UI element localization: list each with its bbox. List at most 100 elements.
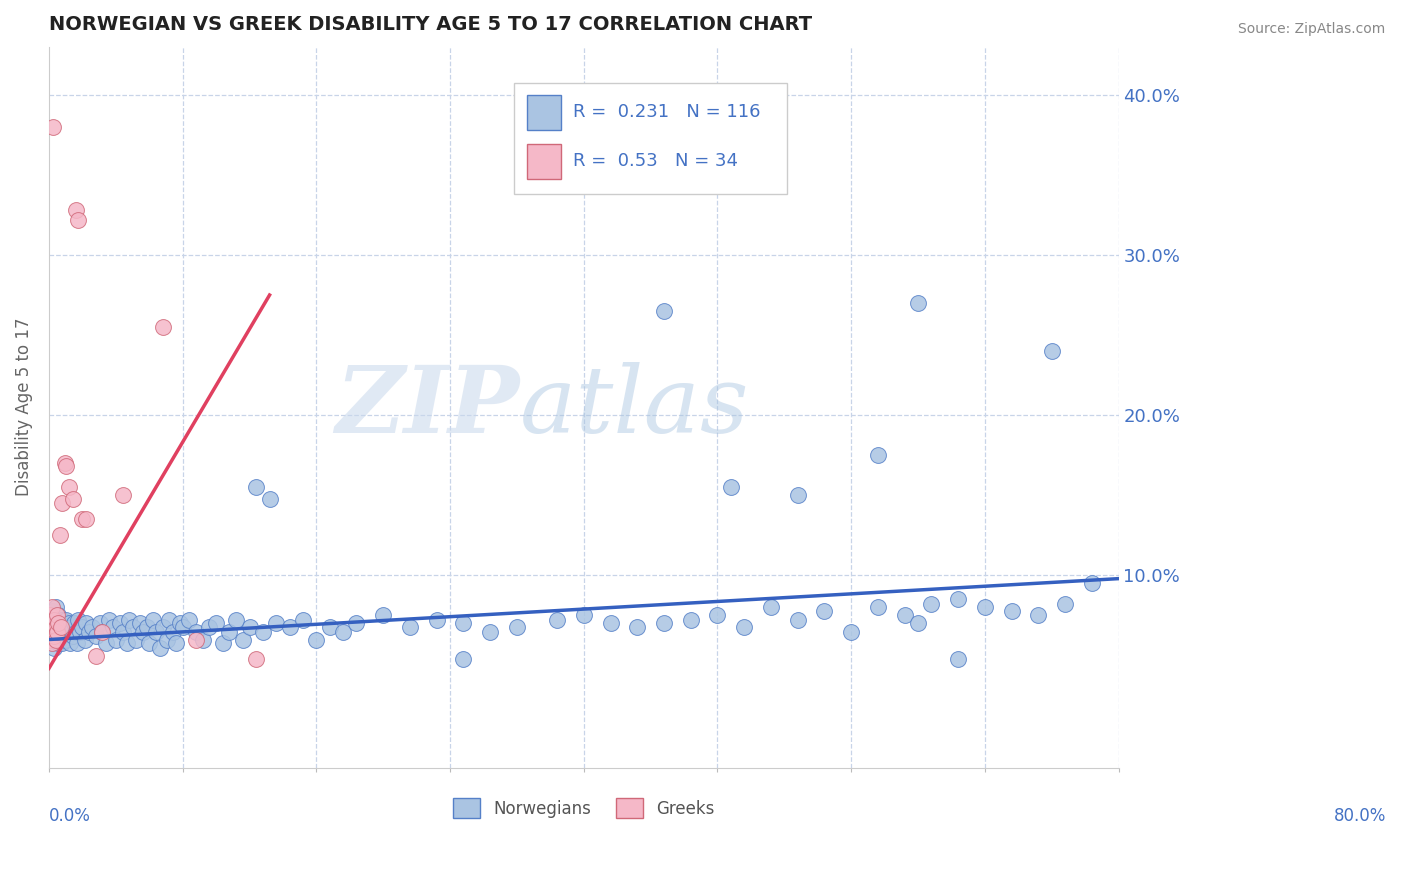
Point xyxy=(108,616,131,631)
Point xyxy=(53,632,76,647)
Point xyxy=(62,629,84,643)
Point xyxy=(652,304,675,318)
Text: atlas: atlas xyxy=(520,362,749,452)
Point xyxy=(191,632,214,647)
Point xyxy=(48,629,70,643)
Point xyxy=(866,600,889,615)
Point xyxy=(479,624,502,639)
Point xyxy=(55,459,77,474)
Point xyxy=(1001,604,1024,618)
Point xyxy=(866,448,889,462)
Text: Source: ZipAtlas.com: Source: ZipAtlas.com xyxy=(1237,22,1385,37)
Point xyxy=(49,616,72,631)
Point xyxy=(706,608,728,623)
Point xyxy=(91,624,114,639)
Point xyxy=(45,620,67,634)
Point xyxy=(42,604,65,618)
Point xyxy=(920,597,942,611)
Point xyxy=(46,624,69,639)
Point xyxy=(652,616,675,631)
Point xyxy=(39,608,62,623)
Point xyxy=(733,620,755,634)
Point xyxy=(59,636,82,650)
Point xyxy=(46,616,69,631)
Point xyxy=(65,203,87,218)
Point xyxy=(42,616,65,631)
Point xyxy=(198,620,221,634)
Point xyxy=(41,624,63,639)
Point xyxy=(135,620,157,634)
Point xyxy=(41,608,63,623)
Point xyxy=(84,648,107,663)
Point xyxy=(252,624,274,639)
Point xyxy=(46,608,69,623)
Point xyxy=(145,624,167,639)
Point xyxy=(973,600,995,615)
Point xyxy=(58,616,80,631)
Point xyxy=(426,613,449,627)
Point xyxy=(759,600,782,615)
Point xyxy=(720,480,742,494)
Point xyxy=(66,636,89,650)
Point xyxy=(111,488,134,502)
Text: 80.0%: 80.0% xyxy=(1334,807,1386,825)
Point xyxy=(1081,576,1104,591)
Point xyxy=(218,624,240,639)
Point xyxy=(238,620,260,634)
Point xyxy=(51,496,73,510)
Point xyxy=(149,640,172,655)
Point xyxy=(626,620,648,634)
Point xyxy=(572,608,595,623)
Point xyxy=(45,600,67,615)
Point xyxy=(58,480,80,494)
Point xyxy=(205,616,228,631)
Point xyxy=(122,620,145,634)
Point xyxy=(125,632,148,647)
Point xyxy=(44,613,66,627)
Legend: Norwegians, Greeks: Norwegians, Greeks xyxy=(447,792,721,824)
Point xyxy=(128,616,150,631)
Y-axis label: Disability Age 5 to 17: Disability Age 5 to 17 xyxy=(15,318,32,497)
Point xyxy=(39,632,62,647)
Text: R =  0.53   N = 34: R = 0.53 N = 34 xyxy=(574,153,738,170)
Point xyxy=(104,632,127,647)
Point xyxy=(546,613,568,627)
Point xyxy=(184,624,207,639)
Point xyxy=(278,620,301,634)
Point xyxy=(60,620,83,634)
Point xyxy=(77,624,100,639)
Text: ZIP: ZIP xyxy=(336,362,520,452)
Point xyxy=(52,620,75,634)
Point xyxy=(84,629,107,643)
Point xyxy=(225,613,247,627)
FancyBboxPatch shape xyxy=(515,83,787,194)
Point xyxy=(786,613,808,627)
Text: R =  0.231   N = 116: R = 0.231 N = 116 xyxy=(574,103,761,121)
Point xyxy=(51,636,73,650)
Point xyxy=(346,616,368,631)
Point xyxy=(292,613,315,627)
Point xyxy=(179,613,201,627)
Point xyxy=(80,620,103,634)
Text: 0.0%: 0.0% xyxy=(49,807,91,825)
Point xyxy=(39,624,62,639)
Point xyxy=(72,512,94,526)
Point xyxy=(42,620,65,634)
Point xyxy=(245,480,267,494)
Point xyxy=(49,620,72,634)
Point xyxy=(373,608,395,623)
Point xyxy=(67,613,90,627)
Point xyxy=(41,636,63,650)
Point xyxy=(1028,608,1050,623)
Point xyxy=(44,620,66,634)
Point xyxy=(48,528,70,542)
Point xyxy=(51,624,73,639)
Bar xyxy=(527,95,561,129)
Point xyxy=(453,616,475,631)
Point xyxy=(211,636,233,650)
Point xyxy=(41,613,63,627)
Point xyxy=(42,629,65,643)
Point xyxy=(62,491,84,506)
Point xyxy=(245,652,267,666)
Point xyxy=(506,620,529,634)
